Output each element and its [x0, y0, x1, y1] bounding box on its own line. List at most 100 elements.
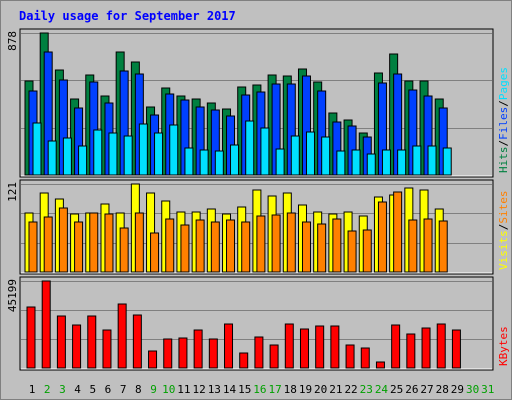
- bar-sites-13: [210, 221, 220, 273]
- series-pages: [32, 120, 452, 176]
- ymax-label-visits: 121: [6, 182, 19, 202]
- bar-pages-5: [93, 129, 103, 176]
- bar-sites-6: [104, 213, 114, 273]
- bar-sites-25: [393, 191, 403, 273]
- x-tick-label: 13: [208, 383, 221, 396]
- x-tick-label: 25: [390, 383, 403, 396]
- x-tick-label: 21: [329, 383, 342, 396]
- x-tick-label: 15: [238, 383, 251, 396]
- x-tick-label: 12: [193, 383, 206, 396]
- bar-sites-16: [256, 215, 266, 273]
- legend-hits: Hits/Files/Pages: [497, 67, 510, 173]
- legend-entry: Visits: [497, 230, 510, 270]
- series-sites: [28, 191, 448, 273]
- panels-layer: 878Hits/Files/Pages121Visits/Sites45199K…: [6, 28, 510, 371]
- series-kbytes: [26, 280, 461, 369]
- x-tick-label: 6: [105, 383, 112, 396]
- bar-sites-21: [332, 218, 342, 273]
- bar-pages-23: [366, 153, 376, 176]
- bar-pages-16: [260, 127, 270, 176]
- bar-kbytes-20: [315, 325, 325, 369]
- x-tick-label: 1: [29, 383, 36, 396]
- legend-entry: /: [497, 100, 510, 107]
- bar-kbytes-8: [132, 314, 142, 369]
- x-tick-label: 26: [405, 383, 418, 396]
- bar-kbytes-10: [163, 338, 173, 369]
- bar-pages-22: [351, 149, 361, 176]
- bar-sites-5: [89, 212, 99, 273]
- bar-pages-17: [275, 148, 285, 176]
- panel-visits: 121 Visits/Sites: [6, 179, 510, 275]
- bar-pages-26: [412, 145, 422, 176]
- x-tick-label: 18: [284, 383, 297, 396]
- legend-entry: Hits: [497, 147, 510, 174]
- bar-sites-17: [271, 214, 281, 273]
- bar-pages-4: [78, 145, 88, 176]
- bar-pages-7: [123, 135, 133, 176]
- x-tick-label: 27: [420, 383, 433, 396]
- bar-kbytes-29: [451, 329, 461, 369]
- x-tick-label: 24: [375, 383, 389, 396]
- bar-kbytes-1: [26, 306, 36, 369]
- x-tick-label: 14: [223, 383, 237, 396]
- bar-sites-8: [134, 212, 144, 273]
- legend-entry: Sites: [497, 191, 510, 224]
- bar-sites-15: [241, 221, 251, 273]
- bar-pages-14: [230, 144, 240, 176]
- bar-pages-28: [442, 147, 452, 176]
- bar-sites-19: [301, 221, 311, 273]
- ymax-label-kbytes: 45199: [6, 279, 19, 312]
- bar-kbytes-26: [406, 333, 416, 369]
- bar-kbytes-18: [284, 323, 294, 369]
- legend-entry: Files: [497, 107, 510, 140]
- bar-kbytes-24: [375, 361, 385, 369]
- bar-pages-18: [290, 135, 300, 176]
- bar-kbytes-27: [421, 327, 431, 369]
- bar-pages-6: [108, 132, 118, 176]
- legend-entry: KBytes: [497, 326, 510, 366]
- bar-kbytes-28: [436, 323, 446, 369]
- legend-visits: Visits/Sites: [497, 191, 510, 271]
- bar-kbytes-2: [41, 280, 51, 369]
- x-tick-label: 7: [120, 383, 127, 396]
- bar-sites-12: [195, 219, 205, 273]
- bar-sites-10: [165, 218, 175, 273]
- bar-sites-27: [423, 218, 433, 273]
- x-tick-label: 16: [253, 383, 266, 396]
- bar-kbytes-23: [360, 347, 370, 369]
- bar-kbytes-19: [299, 328, 309, 369]
- bar-kbytes-5: [87, 315, 97, 369]
- x-tick-label: 4: [74, 383, 81, 396]
- bar-sites-28: [438, 220, 448, 273]
- bar-kbytes-9: [148, 350, 158, 369]
- bar-pages-21: [336, 150, 346, 176]
- x-tick-label: 8: [135, 383, 142, 396]
- bar-pages-3: [62, 137, 72, 176]
- x-tick-label: 23: [360, 383, 373, 396]
- bar-pages-9: [154, 132, 164, 176]
- bar-sites-4: [74, 221, 84, 273]
- bar-pages-15: [245, 120, 255, 176]
- bar-pages-20: [321, 136, 331, 176]
- x-tick-label: 29: [451, 383, 464, 396]
- bar-kbytes-14: [224, 323, 234, 369]
- bar-sites-22: [347, 230, 357, 273]
- bar-pages-25: [397, 149, 407, 176]
- x-tick-label: 9: [150, 383, 157, 396]
- bar-pages-10: [169, 124, 179, 176]
- bar-kbytes-25: [391, 324, 401, 369]
- bar-sites-14: [226, 219, 236, 273]
- bar-sites-26: [408, 219, 418, 273]
- bar-kbytes-21: [330, 325, 340, 369]
- bar-kbytes-4: [72, 324, 82, 369]
- x-tick-label: 30: [466, 383, 479, 396]
- bar-kbytes-17: [269, 344, 279, 369]
- bar-pages-2: [47, 140, 57, 176]
- bar-sites-24: [377, 201, 387, 273]
- bar-kbytes-13: [208, 338, 218, 369]
- bar-sites-9: [150, 232, 160, 273]
- bar-pages-1: [32, 122, 42, 176]
- x-tick-label: 10: [162, 383, 175, 396]
